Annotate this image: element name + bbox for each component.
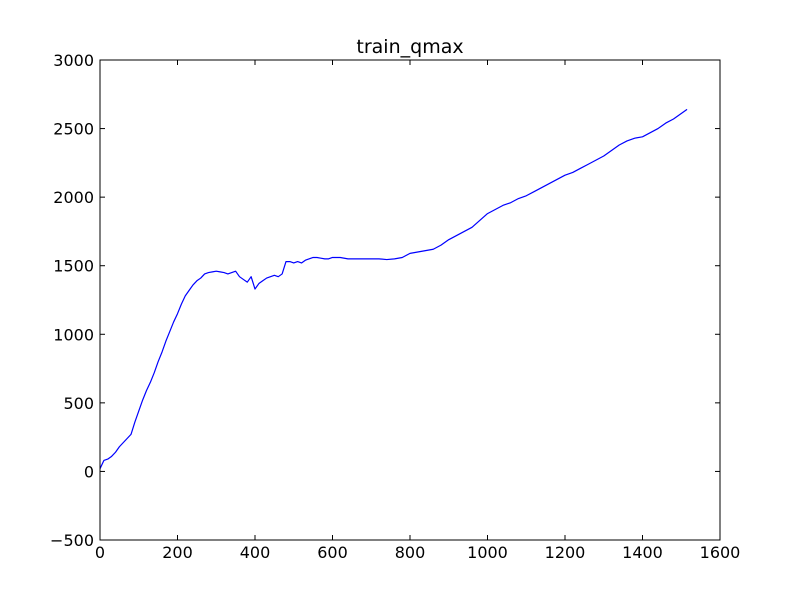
y-tick-label: 1500 bbox=[53, 257, 94, 276]
x-tick-label: 1400 bbox=[622, 543, 663, 562]
y-tick-label: 1000 bbox=[53, 325, 94, 344]
ticks-layer: 0 200 400 600 800 1000 1200 1400 1600−5000500100… bbox=[50, 51, 740, 562]
x-tick-label: 1200 bbox=[545, 543, 586, 562]
x-tick-label: 800 bbox=[395, 543, 426, 562]
x-tick-label: 1000 bbox=[467, 543, 508, 562]
x-tick-label: 200 bbox=[162, 543, 193, 562]
x-tick-label: 1600 bbox=[700, 543, 741, 562]
chart-title: train_qmax bbox=[356, 36, 463, 58]
y-tick-label: 3000 bbox=[53, 51, 94, 70]
x-tick-label: 0 bbox=[95, 543, 105, 562]
series-layer bbox=[99, 108, 688, 469]
y-tick-label: 2500 bbox=[53, 120, 94, 139]
x-tick-label: 400 bbox=[240, 543, 271, 562]
y-tick-label: 0 bbox=[84, 462, 94, 481]
y-tick-label: 500 bbox=[63, 394, 94, 413]
plot-frame bbox=[99, 59, 721, 541]
series-line-0 bbox=[99, 108, 688, 469]
y-tick-label: −500 bbox=[50, 531, 94, 550]
x-tick-label: 600 bbox=[317, 543, 348, 562]
y-tick-label: 2000 bbox=[53, 188, 94, 207]
